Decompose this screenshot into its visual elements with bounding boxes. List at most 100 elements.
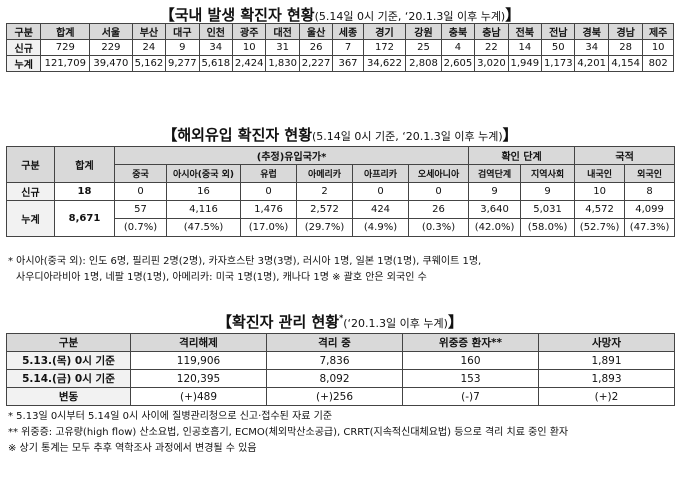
imported-cum-cell: 424 [352, 200, 409, 219]
domestic-new-cell: 24 [131, 39, 167, 56]
domestic-header-cell: 인천 [198, 23, 233, 40]
imported-new-label: 신규 [6, 182, 55, 201]
domestic-cum-cell: 2,808 [405, 55, 442, 72]
domestic-new-cell: 172 [362, 39, 407, 56]
domestic-cum-cell: 4,201 [574, 55, 609, 72]
imported-new-cell: 0 [114, 182, 167, 201]
domestic-cum-cell: 2,227 [298, 55, 334, 72]
imported-new-cell: 0 [240, 182, 297, 201]
imported-cum-cell: 2,572 [296, 200, 353, 219]
imported-cum-cell: 1,476 [240, 200, 297, 219]
imported-pct-cell: (52.7%) [574, 218, 626, 237]
domestic-cum-cell: 5,618 [198, 55, 233, 72]
domestic-cum-cell: 1,949 [507, 55, 543, 72]
management-row-label: 5.14.(금) 0시 기준 [6, 369, 131, 388]
domestic-header-cell: 충북 [440, 23, 476, 40]
imported-group-nationality: 국적 [574, 146, 676, 165]
imported-cum-label: 누계 [6, 200, 55, 237]
domestic-header-cell: 전북 [507, 23, 543, 40]
management-note-line: ** 위중증: 고유량(high flow) 산소요법, 인공호흡기, ECMO… [8, 427, 569, 438]
imported-group-confirm: 확인 단계 [468, 146, 576, 165]
imported-title: 【해외유입 확진자 현황(5.14일 0시 기준, ‘20.1.3일 이후 누계… [0, 124, 680, 145]
management-header-cell: 위중증 환자** [402, 333, 539, 352]
domestic-cum-cell: 1,173 [541, 55, 576, 72]
domestic-cum-cell: 39,470 [89, 55, 133, 72]
domestic-cum-cell: 367 [332, 55, 364, 72]
imported-pct-cell: (0.7%) [114, 218, 167, 237]
imported-cum-cell: 3,640 [468, 200, 522, 219]
imported-pct-cell: (0.3%) [407, 218, 470, 237]
domestic-new-cell: 9 [165, 39, 200, 56]
management-header-cell: 격리해제 [130, 333, 267, 352]
imported-new-row: 신규 18 0 16 0 2 0 0 9 9 10 8 [6, 182, 676, 201]
domestic-cum-cell: 2,605 [440, 55, 476, 72]
imported-pct-cell: (42.0%) [468, 218, 522, 237]
domestic-header-cell: 구분 [5, 23, 42, 40]
imported-new-cell: 2 [296, 182, 353, 201]
domestic-title-sub: (5.14일 0시 기준, ‘20.1.3일 이후 누계) [314, 10, 506, 23]
imported-cum-cell: 4,099 [624, 200, 676, 219]
imported-cum-cell: 26 [407, 200, 470, 219]
domestic-cum-cell: 9,277 [165, 55, 200, 72]
domestic-cum-row: 누계 121,709 39,470 5,162 9,277 5,618 2,424 1,830… [5, 55, 674, 72]
imported-pct-cell: (29.7%) [296, 218, 353, 237]
management-row-label: 5.13.(목) 0시 기준 [6, 351, 131, 370]
management-change-cell: (-)7 [402, 387, 539, 406]
domestic-cum-cell: 3,020 [474, 55, 509, 72]
imported-new-cell: 9 [520, 182, 576, 201]
domestic-header-cell: 울산 [298, 23, 334, 40]
imported-col-total: 합계 [54, 146, 115, 183]
domestic-new-row: 신규 729 229 24 9 34 10 31 26 7 172 25 4 22 14 50 34 28 10 [5, 39, 674, 56]
domestic-new-cell: 22 [474, 39, 509, 56]
domestic-header-cell: 세종 [332, 23, 364, 40]
imported-sub-header: 외국인 [624, 164, 676, 183]
imported-notes: * 아시아(중국 외): 인도 6명, 필리핀 2명(2명), 카자흐스탄 3명… [8, 254, 481, 286]
domestic-title-main: 【국내 발생 확진자 현황 [159, 6, 315, 24]
management-row-cell: 1,891 [538, 351, 675, 370]
imported-cum-cell: 4,116 [166, 200, 241, 219]
domestic-new-label: 신규 [5, 39, 42, 56]
imported-new-cell: 9 [468, 182, 522, 201]
imported-cases-table: 구분 합계 (추정)유입국가* 확인 단계 국적 중국 아시아(중국 외) 유럽 아메… [6, 146, 676, 237]
imported-cum-cell: 5,031 [520, 200, 576, 219]
imported-sub-header: 오세아니아 [407, 164, 470, 183]
management-row-cell: 119,906 [130, 351, 267, 370]
imported-cum-cell: 4,572 [574, 200, 626, 219]
management-change-cell: (+)2 [538, 387, 675, 406]
management-header-cell: 사망자 [538, 333, 675, 352]
imported-pct-cell: (47.5%) [166, 218, 241, 237]
domestic-new-cell: 34 [574, 39, 609, 56]
imported-pct-cell: (58.0%) [520, 218, 576, 237]
imported-title-close: 】 [502, 126, 518, 144]
imported-new-cell: 8 [624, 182, 676, 201]
management-row-cell: 8,092 [266, 369, 403, 388]
domestic-new-cell: 729 [40, 39, 91, 56]
domestic-header-cell: 대전 [265, 23, 300, 40]
imported-note-line: 사우디아라비아 1명, 네팔 1명(1명), 아메리카: 미국 1명(1명), … [16, 272, 427, 283]
management-row-cell: 1,893 [538, 369, 675, 388]
imported-cum-total: 8,671 [54, 200, 115, 237]
domestic-cum-cell: 5,162 [131, 55, 167, 72]
management-row-cell: 120,395 [130, 369, 267, 388]
domestic-header-cell: 합계 [40, 23, 91, 40]
domestic-cum-cell: 121,709 [40, 55, 91, 72]
domestic-header-row: 구분 합계 서울 부산 대구 인천 광주 대전 울산 세종 경기 강원 충북 충남 전북 전남 경북 경남 제주 [5, 23, 674, 40]
domestic-new-cell: 28 [607, 39, 644, 56]
imported-new-total: 18 [54, 182, 115, 201]
domestic-new-cell: 10 [642, 39, 674, 56]
domestic-cum-cell: 802 [642, 55, 674, 72]
management-notes: * 5.13일 0시부터 5.14일 0시 사이에 질병관리청으로 신고·접수된… [8, 409, 568, 457]
domestic-new-cell: 25 [405, 39, 442, 56]
domestic-new-cell: 34 [198, 39, 233, 56]
domestic-header-cell: 충남 [474, 23, 509, 40]
domestic-header-cell: 전남 [541, 23, 576, 40]
imported-pct-cell: (4.9%) [352, 218, 409, 237]
management-header-row: 구분 격리해제 격리 중 위중증 환자** 사망자 [6, 333, 675, 352]
imported-sub-header: 아메리카 [296, 164, 353, 183]
management-note-line: * 5.13일 0시부터 5.14일 0시 사이에 질병관리청으로 신고·접수된… [8, 411, 333, 422]
management-change-label: 변동 [6, 387, 131, 406]
management-title-close: 】 [447, 313, 463, 331]
imported-group-header-row: 구분 합계 (추정)유입국가* 확인 단계 국적 [6, 146, 676, 183]
domestic-header-cell: 대구 [165, 23, 200, 40]
imported-new-cell: 16 [166, 182, 241, 201]
